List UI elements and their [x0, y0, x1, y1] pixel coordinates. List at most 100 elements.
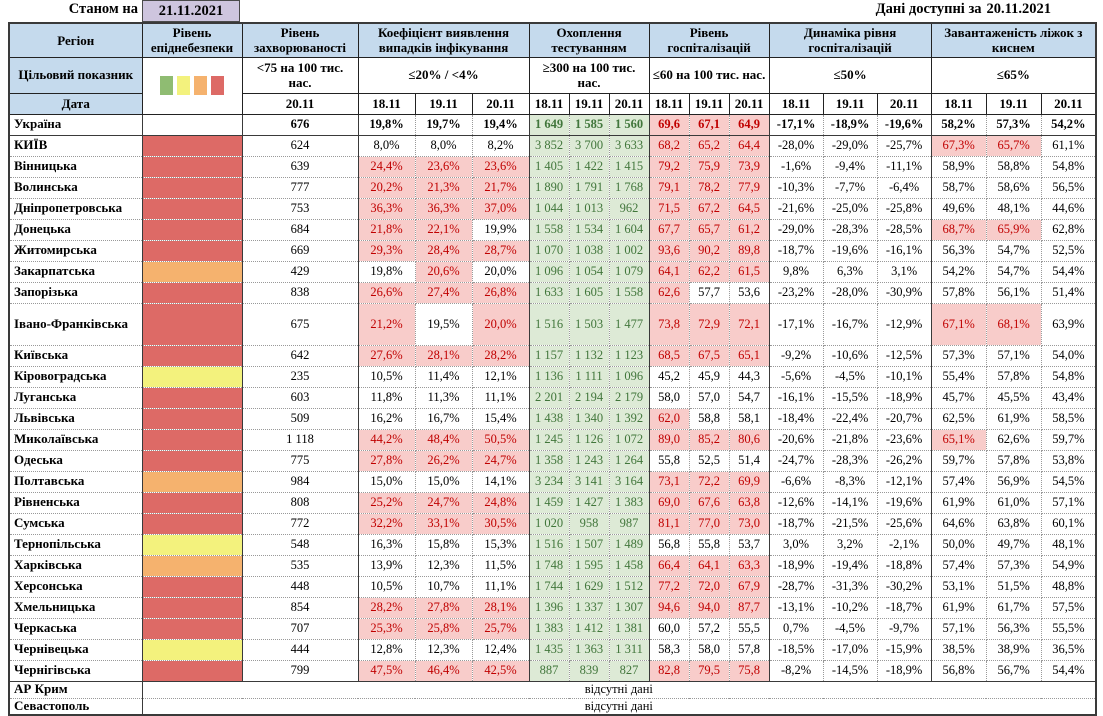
table-row: Херсонська 448 10,5% 10,7% 11,1% 1 744 1 629 1 …: [9, 576, 1097, 598]
morbidity-cell: 429: [242, 261, 359, 283]
hosp-dynamics-cell: -6,4%: [877, 177, 932, 199]
testing-coverage-cell: 1 477: [609, 303, 650, 346]
testing-coverage-cell: 1 558: [609, 282, 650, 304]
region-name-cell: Черкаська: [9, 618, 143, 640]
table-row: Луганська 603 11,8% 11,3% 11,1% 2 201 2 194 2 1…: [9, 387, 1097, 409]
criterion-detection: ≤20% / <4%: [357, 56, 530, 94]
hosp-dynamics-cell: -15,9%: [877, 639, 932, 661]
morbidity-cell: 984: [242, 471, 359, 493]
hospitalization-level-cell: 67,2: [689, 198, 730, 220]
hosp-dynamics-cell: -9,7%: [877, 618, 932, 640]
detection-rate-cell: 21,2%: [358, 303, 416, 346]
no-data-cell: відсутні дані: [142, 698, 1097, 716]
testing-coverage-cell: 1 013: [569, 198, 610, 220]
detection-rate-cell: 44,2%: [358, 429, 416, 451]
epidemic-indicators-table: Регіон Рівень епіднебезпеки Рівень захво…: [8, 22, 1098, 716]
table-row: Кіровоградська 235 10,5% 11,4% 12,1% 1 136 1 1…: [9, 366, 1097, 388]
hospitalization-level-cell: 71,5: [649, 198, 690, 220]
table-body: Україна 676 19,8% 19,7% 19,4% 1 649 1 585 1 560…: [9, 114, 1097, 716]
morbidity-cell: 676: [242, 114, 359, 136]
oxygen-beds-cell: 52,5%: [1041, 240, 1097, 262]
detection-rate-cell: 46,4%: [415, 660, 473, 682]
testing-coverage-cell: 1 744: [529, 576, 570, 598]
hosp-dynamics-cell: -13,1%: [769, 597, 824, 619]
region-name-cell: Хмельницька: [9, 597, 143, 619]
hospitalization-level-cell: 90,2: [689, 240, 730, 262]
testing-coverage-cell: 1 503: [569, 303, 610, 346]
detection-rate-cell: 19,8%: [358, 114, 416, 136]
table-row: Рівненська 808 25,2% 24,7% 24,8% 1 459 1 427 1 …: [9, 492, 1097, 514]
hospitalization-level-cell: 79,5: [689, 660, 730, 682]
hospitalization-level-cell: 57,2: [689, 618, 730, 640]
hospitalization-level-cell: 64,9: [729, 114, 770, 136]
hospitalization-level-cell: 72,0: [689, 576, 730, 598]
hosp-dynamics-cell: -4,5%: [823, 618, 878, 640]
morbidity-cell: 624: [242, 135, 359, 157]
testing-coverage-cell: 1 438: [529, 408, 570, 430]
detection-rate-cell: 19,4%: [472, 114, 530, 136]
testing-coverage-cell: 1 383: [529, 618, 570, 640]
hospitalization-level-cell: 87,7: [729, 597, 770, 619]
oxygen-beds-cell: 54,8%: [1041, 156, 1097, 178]
oxygen-beds-cell: 51,4%: [1041, 282, 1097, 304]
danger-level-cell: [142, 492, 243, 514]
morbidity-cell: 775: [242, 450, 359, 472]
detection-rate-cell: 11,4%: [415, 366, 473, 388]
detection-rate-cell: 25,2%: [358, 492, 416, 514]
table-row-no-data: Севастополь відсутні дані: [9, 698, 1097, 716]
oxygen-beds-cell: 55,4%: [931, 366, 987, 388]
detection-rate-cell: 11,1%: [472, 387, 530, 409]
oxygen-beds-cell: 45,7%: [931, 387, 987, 409]
testing-coverage-cell: 1 111: [569, 366, 610, 388]
table-row: Дніпропетровська 753 36,3% 36,3% 37,0% 1 044 1…: [9, 198, 1097, 220]
detection-rate-cell: 8,0%: [358, 135, 416, 157]
oxygen-beds-cell: 53,8%: [1041, 450, 1097, 472]
detection-rate-cell: 11,1%: [472, 576, 530, 598]
morbidity-cell: 808: [242, 492, 359, 514]
hosp-dynamics-cell: -29,0%: [769, 219, 824, 241]
testing-coverage-cell: 1 079: [609, 261, 650, 283]
table-row-no-data: АР Крим відсутні дані: [9, 681, 1097, 699]
danger-level-cell: [142, 597, 243, 619]
date-cell: 20.11: [241, 92, 359, 115]
testing-coverage-cell: 1 768: [609, 177, 650, 199]
hospitalization-level-cell: 62,6: [649, 282, 690, 304]
region-name-cell: Івано-Франківська: [9, 303, 143, 346]
oxygen-beds-cell: 61,9%: [931, 492, 987, 514]
testing-coverage-cell: 1 096: [609, 366, 650, 388]
hospitalization-level-cell: 73,9: [729, 156, 770, 178]
oxygen-beds-cell: 56,3%: [931, 240, 987, 262]
hospitalization-level-cell: 64,4: [729, 135, 770, 157]
detection-rate-cell: 28,1%: [415, 345, 473, 367]
table-row: Чернівецька 444 12,8% 12,3% 12,4% 1 435 1 363 1…: [9, 639, 1097, 661]
oxygen-beds-cell: 63,9%: [1041, 303, 1097, 346]
hospitalization-level-cell: 53,7: [729, 534, 770, 556]
morbidity-cell: 684: [242, 219, 359, 241]
oxygen-beds-cell: 56,9%: [986, 471, 1042, 493]
detection-rate-cell: 19,9%: [472, 219, 530, 241]
testing-coverage-cell: 1 595: [569, 555, 610, 577]
detection-rate-cell: 29,3%: [358, 240, 416, 262]
hosp-dynamics-cell: -21,8%: [823, 429, 878, 451]
danger-level-cell: [142, 513, 243, 535]
danger-level-cell: [142, 429, 243, 451]
hosp-dynamics-cell: -30,9%: [877, 282, 932, 304]
hospitalization-level-cell: 64,1: [689, 555, 730, 577]
detection-rate-cell: 13,9%: [358, 555, 416, 577]
detection-rate-cell: 27,8%: [415, 597, 473, 619]
hospitalization-level-cell: 73,0: [729, 513, 770, 535]
oxygen-beds-cell: 57,1%: [986, 345, 1042, 367]
hospitalization-level-cell: 72,9: [689, 303, 730, 346]
hospitalization-level-cell: 65,2: [689, 135, 730, 157]
hosp-dynamics-cell: -10,1%: [877, 366, 932, 388]
hosp-dynamics-cell: -28,5%: [877, 219, 932, 241]
oxygen-beds-cell: 61,0%: [986, 492, 1042, 514]
testing-coverage-cell: 3 141: [569, 471, 610, 493]
region-name-cell: Одеська: [9, 450, 143, 472]
hosp-dynamics-cell: -5,6%: [769, 366, 824, 388]
oxygen-beds-cell: 67,3%: [931, 135, 987, 157]
testing-coverage-cell: 1 340: [569, 408, 610, 430]
detection-rate-cell: 15,3%: [472, 534, 530, 556]
testing-coverage-cell: 1 791: [569, 177, 610, 199]
region-name-cell: Миколаївська: [9, 429, 143, 451]
